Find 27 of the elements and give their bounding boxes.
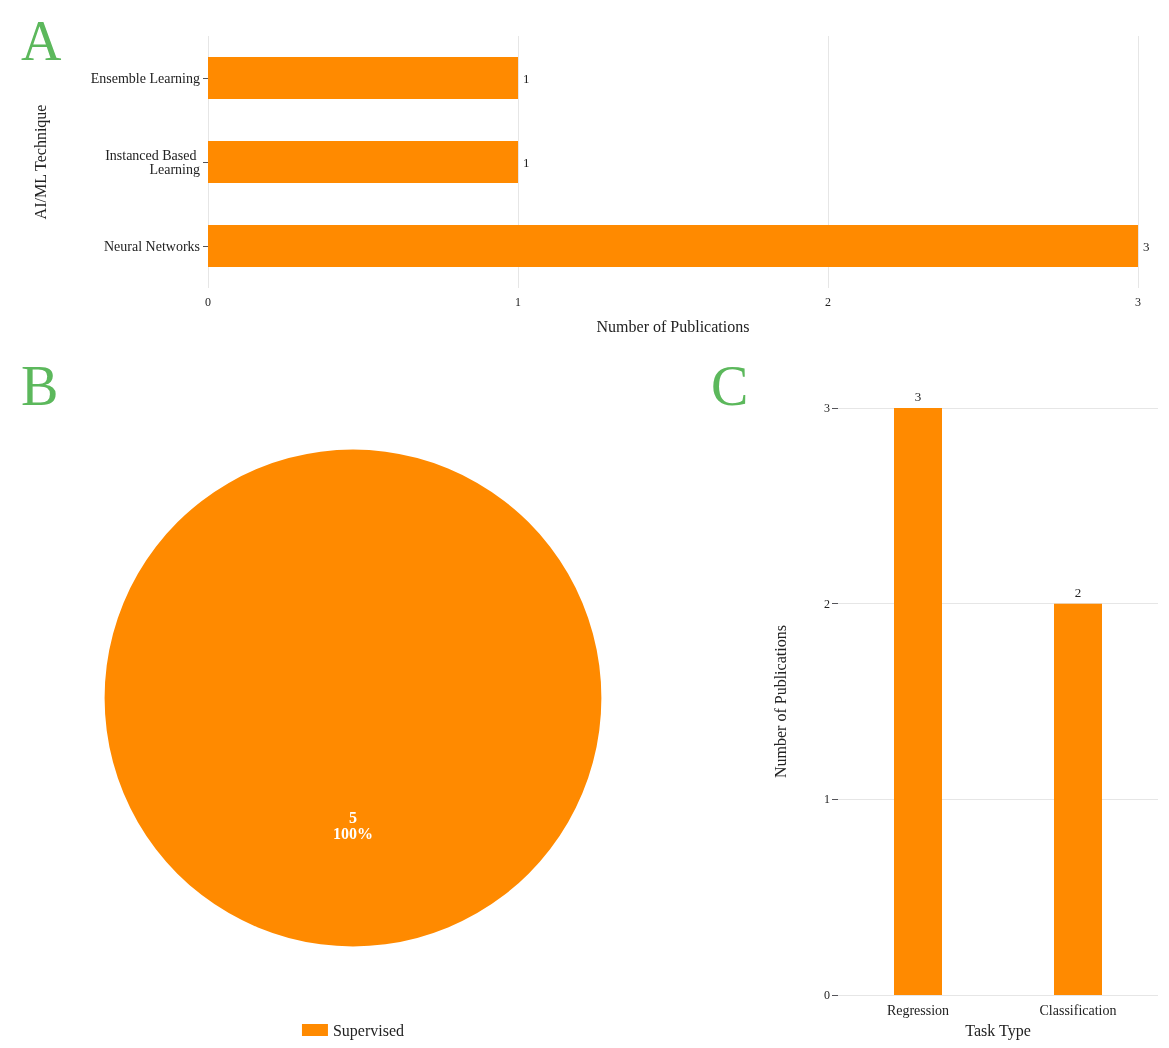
y-tick-label: Instanced Based Learning (105, 147, 200, 177)
y-tick-label: 1 (824, 792, 830, 807)
y-tick-label: 3 (824, 401, 830, 415)
x-tick-label: 0 (205, 295, 211, 309)
y-axis-title: Number of Publications (771, 625, 789, 778)
y-tick-label: Neural Networks (103, 238, 200, 254)
x-axis-title: Number of Publications (596, 317, 750, 335)
x-tick-label: 1 (515, 295, 521, 309)
y-axis-title: AI/ML Technique (31, 104, 50, 220)
legend-label: Supervised (332, 1021, 405, 1040)
data-label: 1 (523, 154, 530, 170)
x-tick-label: Regression (886, 1002, 950, 1018)
x-axis-title: Task Type (965, 1021, 1031, 1040)
y-tick-label: 0 (824, 988, 830, 1003)
y-tick-label: 2 (824, 596, 830, 611)
text: 100% (333, 824, 373, 842)
x-tick-label: 3 (1135, 295, 1141, 309)
data-label: 3 (1143, 238, 1150, 254)
data-label: 3 (914, 389, 922, 404)
chart-title: B (21, 355, 59, 417)
chart-title: A (21, 10, 62, 72)
chart-title: C (711, 355, 749, 417)
data-label: 1 (523, 70, 530, 86)
data-label: 5 (349, 808, 357, 826)
x-tick-label: Classification (1039, 1002, 1117, 1018)
data-label: 2 (1074, 584, 1082, 600)
y-tick-label: Ensemble Learning (90, 70, 200, 86)
